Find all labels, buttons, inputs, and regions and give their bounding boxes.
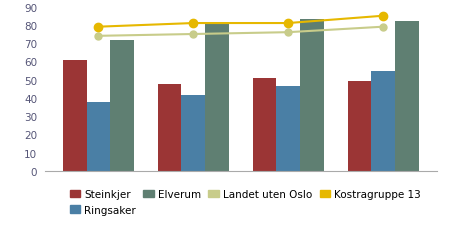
- Bar: [158, 84, 181, 171]
- Bar: [347, 81, 371, 171]
- Bar: [110, 41, 134, 171]
- Bar: [205, 24, 229, 171]
- Bar: [252, 79, 276, 171]
- Legend: Steinkjer, Ringsaker, Elverum, Landet uten Oslo, Kostragruppe 13: Steinkjer, Ringsaker, Elverum, Landet ut…: [70, 190, 421, 215]
- Bar: [300, 20, 324, 171]
- Bar: [181, 96, 205, 171]
- Bar: [371, 72, 395, 171]
- Bar: [395, 22, 419, 171]
- Bar: [276, 87, 300, 171]
- Bar: [63, 61, 86, 171]
- Bar: [86, 103, 110, 171]
